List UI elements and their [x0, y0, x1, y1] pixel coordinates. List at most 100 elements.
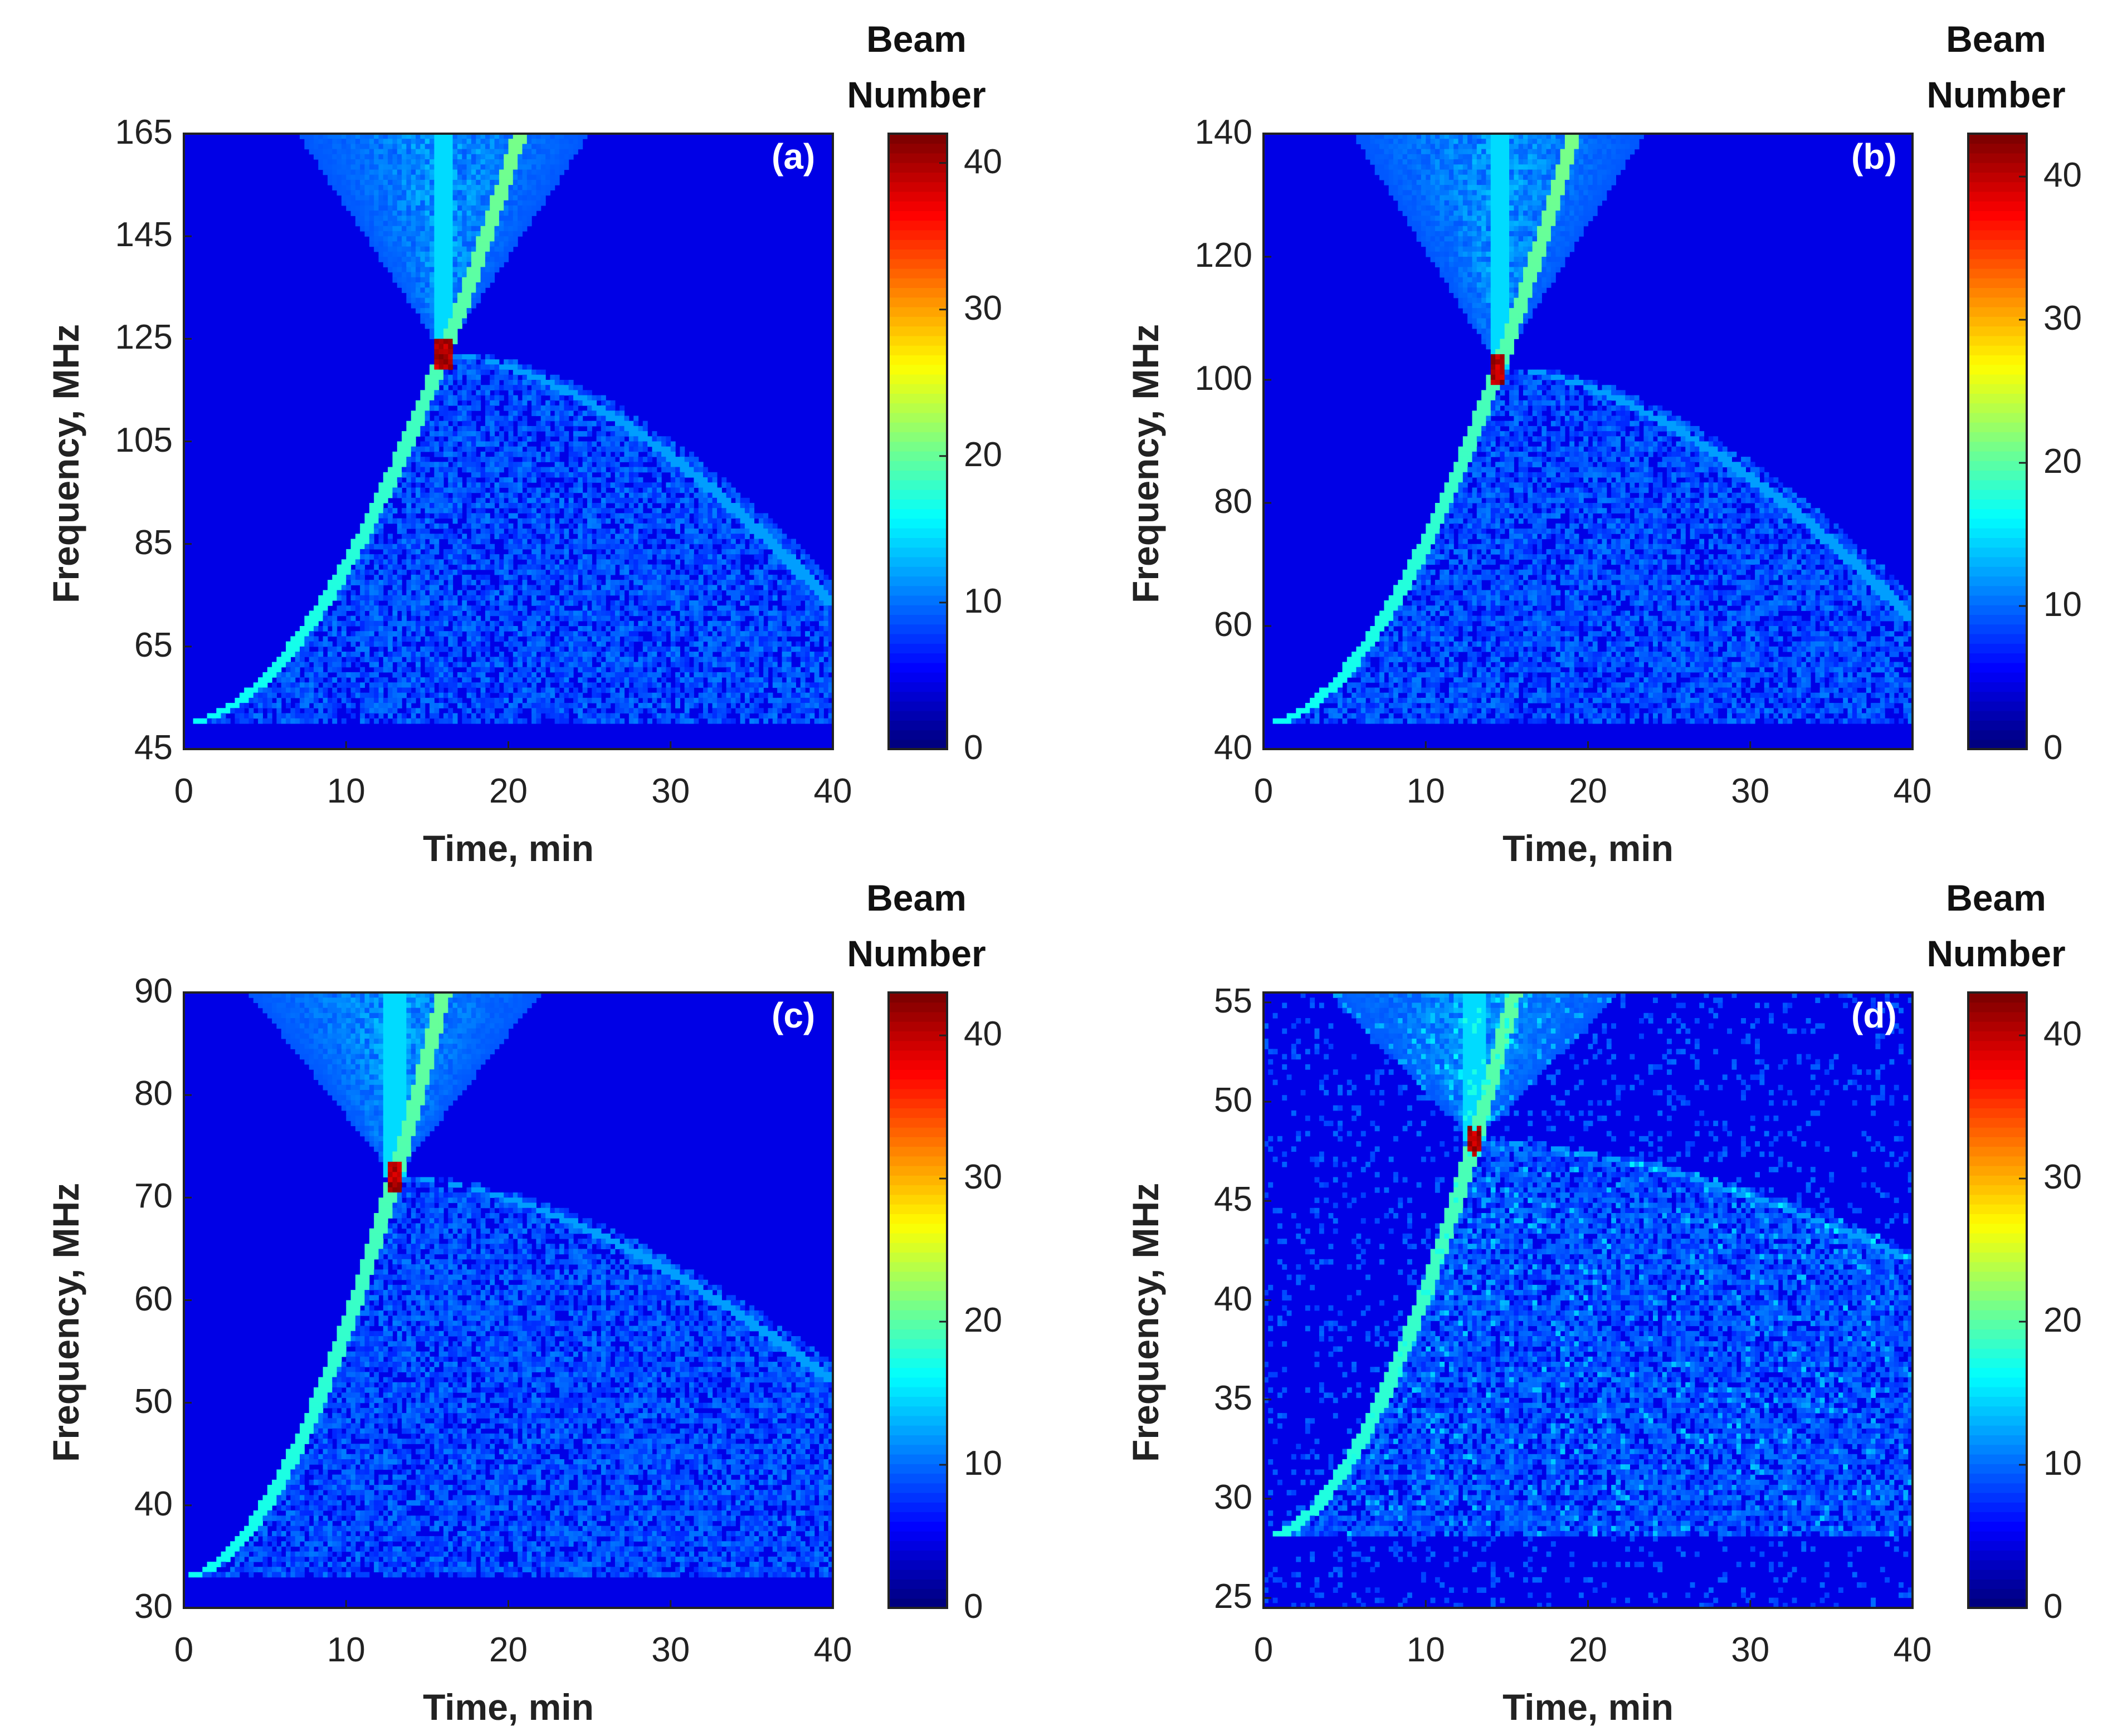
heatmap-cell	[680, 657, 685, 663]
heatmap-cell	[434, 364, 440, 370]
heatmap-cell	[457, 282, 462, 288]
heatmap-cell	[661, 554, 666, 560]
heatmap-cell	[698, 605, 704, 611]
heatmap-cell	[504, 605, 509, 611]
heatmap-cell	[336, 564, 342, 570]
heatmap-cell	[350, 539, 356, 545]
heatmap-cell	[355, 631, 360, 637]
heatmap-cell	[536, 374, 541, 380]
heatmap-cell	[346, 144, 352, 150]
heatmap-cell	[448, 467, 453, 473]
heatmap-cell	[406, 257, 412, 262]
heatmap-cell	[443, 574, 448, 580]
heatmap-cell	[573, 134, 578, 139]
heatmap-cell	[425, 313, 430, 319]
heatmap-cell	[350, 179, 356, 185]
heatmap-cell	[318, 610, 324, 617]
heatmap-cell	[545, 190, 550, 196]
heatmap-cell	[680, 446, 685, 452]
heatmap-cell	[476, 467, 481, 473]
heatmap-cell	[670, 518, 676, 524]
heatmap-cell	[466, 518, 472, 524]
heatmap-cell	[814, 636, 819, 642]
heatmap-cell	[300, 134, 305, 139]
heatmap-cell	[522, 492, 528, 498]
heatmap-cell	[642, 426, 648, 432]
heatmap-cell	[717, 580, 722, 585]
heatmap-cell	[434, 334, 440, 339]
heatmap-cell	[388, 174, 393, 180]
heatmap-cell	[550, 559, 555, 565]
heatmap-cell	[531, 410, 536, 417]
heatmap-cell	[499, 446, 504, 452]
heatmap-cell	[443, 400, 448, 406]
heatmap-cell	[624, 549, 630, 555]
heatmap-cell	[355, 539, 360, 545]
heatmap-cell	[406, 497, 412, 503]
heatmap-cell	[360, 149, 365, 155]
heatmap-cell	[638, 600, 643, 606]
heatmap-cell	[462, 297, 467, 304]
heatmap-cell	[522, 569, 528, 575]
heatmap-cell	[328, 585, 333, 591]
heatmap-cell	[452, 385, 458, 390]
heatmap-cell	[388, 144, 393, 150]
heatmap-cell	[526, 497, 532, 503]
heatmap-cell	[768, 636, 773, 642]
heatmap-cell	[425, 139, 430, 144]
heatmap-cell	[485, 652, 490, 657]
heatmap-cell	[777, 554, 782, 560]
heatmap-cell	[568, 508, 574, 514]
heatmap-cell	[476, 472, 481, 478]
heatmap-cell	[416, 241, 421, 247]
heatmap-cell	[564, 400, 569, 406]
heatmap-cell	[416, 477, 421, 483]
heatmap-cell	[480, 139, 486, 144]
heatmap-cell	[383, 492, 388, 498]
heatmap-cell	[332, 139, 338, 144]
heatmap-cell	[434, 195, 440, 201]
heatmap-cell	[758, 523, 764, 529]
heatmap-cell	[457, 297, 462, 304]
heatmap-cell	[485, 195, 490, 201]
heatmap-cell	[448, 641, 453, 647]
heatmap-cell	[402, 277, 407, 283]
heatmap-cell	[531, 626, 536, 632]
heatmap-cell	[411, 200, 416, 206]
heatmap-cell	[480, 529, 486, 534]
heatmap-cell	[508, 164, 514, 170]
heatmap-cell	[452, 477, 458, 483]
heatmap-cell	[587, 487, 592, 493]
heatmap-cell	[582, 574, 588, 580]
heatmap-cell	[448, 200, 453, 206]
heatmap-cell	[323, 620, 328, 627]
heatmap-cell	[452, 636, 458, 642]
heatmap-cell	[675, 477, 680, 483]
heatmap-cell	[744, 549, 750, 555]
heatmap-cell	[443, 492, 448, 498]
heatmap-cell	[531, 472, 536, 478]
heatmap-cell	[462, 492, 467, 498]
heatmap-cell	[392, 595, 398, 601]
heatmap-cell	[573, 405, 578, 411]
heatmap-cell	[430, 369, 435, 375]
heatmap-cell	[476, 262, 481, 267]
heatmap-cell	[675, 590, 680, 596]
heatmap-cell	[443, 513, 448, 519]
heatmap-cell	[466, 190, 472, 196]
heatmap-cell	[480, 364, 486, 370]
heatmap-cell	[438, 574, 444, 580]
heatmap-cell	[443, 615, 448, 622]
heatmap-cell	[545, 154, 550, 160]
heatmap-cell	[554, 574, 560, 580]
heatmap-cell	[420, 477, 426, 483]
heatmap-cell	[628, 431, 634, 437]
heatmap-cell	[758, 615, 764, 622]
heatmap-cell	[420, 585, 426, 591]
heatmap-cell	[717, 610, 722, 617]
heatmap-cell	[499, 626, 504, 632]
heatmap-cell	[416, 174, 421, 180]
heatmap-cell	[457, 302, 462, 309]
heatmap-cell	[582, 477, 588, 483]
heatmap-cell	[430, 246, 435, 252]
